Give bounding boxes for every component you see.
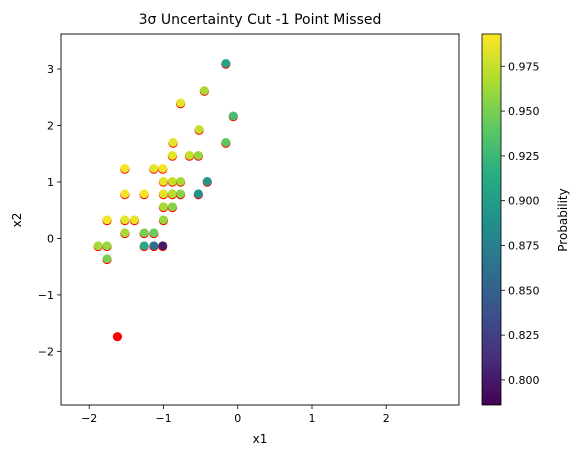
data-point [149, 163, 159, 173]
colorbar-tick-label: 0.875 [508, 239, 540, 252]
colorbar-label: Probability [556, 188, 570, 251]
data-point [221, 58, 231, 68]
colorbar-tick-label: 0.925 [508, 150, 540, 163]
data-point [139, 189, 149, 199]
data-point [199, 86, 209, 95]
y-tick-label: 0 [47, 232, 54, 245]
data-point [193, 151, 203, 160]
plot-area: −2 −1 0 1 2 −2 −1 0 1 2 3 [38, 33, 460, 425]
colorbar-ticks: 0.800 0.825 0.850 0.875 0.900 0.925 0.950 0.975 [501, 60, 540, 387]
data-point [149, 241, 159, 251]
data-point [139, 228, 149, 238]
y-tick-label: −1 [38, 289, 54, 302]
x-axis-label: x1 [253, 432, 268, 446]
x-tick-label: 0 [234, 412, 241, 425]
data-point [194, 125, 204, 134]
data-point [158, 163, 168, 173]
data-point [167, 189, 177, 199]
data-point [149, 228, 159, 238]
data-point [159, 202, 168, 212]
y-tick-label: −2 [38, 345, 54, 358]
data-point [202, 176, 212, 186]
data-point [120, 189, 130, 199]
chart-title: 3σ Uncertainty Cut -1 Point Missed [139, 12, 382, 28]
data-point [228, 111, 238, 121]
colorbar-tick-label: 0.950 [508, 105, 540, 118]
y-tick-label: 1 [47, 176, 54, 189]
data-point [176, 98, 185, 108]
missed-point [112, 332, 123, 342]
y-tick-label: 3 [47, 63, 54, 76]
data-point [159, 215, 168, 225]
data-point [130, 215, 139, 225]
data-point [139, 241, 149, 251]
y-axis-ticks: −2 −1 0 1 2 3 [38, 63, 61, 358]
colorbar-tick-label: 0.800 [508, 374, 540, 387]
data-point [102, 254, 112, 264]
data-point [120, 215, 130, 225]
data-point [159, 176, 168, 186]
data-point [176, 176, 185, 186]
x-tick-label: 1 [308, 412, 315, 425]
y-tick-label: 2 [47, 119, 54, 132]
data-point [185, 151, 194, 160]
data-point [221, 138, 231, 147]
colorbar-tick-label: 0.825 [508, 329, 540, 342]
data-point [168, 138, 178, 147]
colorbar-gradient [481, 33, 502, 406]
x-axis-ticks: −2 −1 0 1 2 [81, 405, 390, 425]
data-point [167, 151, 177, 160]
data-point [102, 215, 112, 225]
data-point [159, 189, 168, 199]
x-tick-label: −2 [81, 412, 97, 425]
colorbar-tick-label: 0.975 [508, 60, 540, 73]
data-point [176, 189, 185, 199]
x-tick-label: −1 [155, 412, 171, 425]
data-point [167, 202, 177, 212]
data-point [120, 163, 130, 173]
x-tick-label: 2 [383, 412, 390, 425]
data-point [167, 176, 177, 186]
y-axis-label: x2 [10, 213, 24, 228]
data-point [102, 241, 112, 251]
colorbar-tick-label: 0.850 [508, 284, 540, 297]
points-layer [93, 58, 238, 342]
colorbar-tick-label: 0.900 [508, 195, 540, 208]
data-point [120, 228, 130, 238]
colorbar: 0.800 0.825 0.850 0.875 0.900 0.925 0.950 0.975… [481, 33, 570, 406]
data-point [93, 241, 103, 251]
data-point [193, 189, 203, 199]
data-point [158, 241, 168, 251]
